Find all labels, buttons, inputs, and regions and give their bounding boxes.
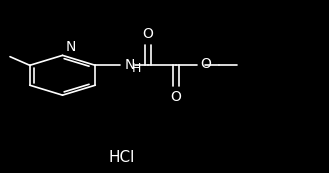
Text: O: O [200,57,211,71]
Text: O: O [170,90,181,103]
Text: N: N [66,40,76,54]
Text: N: N [125,58,135,72]
Text: H: H [132,62,141,75]
Text: HCl: HCl [109,150,135,165]
Text: O: O [142,27,153,41]
